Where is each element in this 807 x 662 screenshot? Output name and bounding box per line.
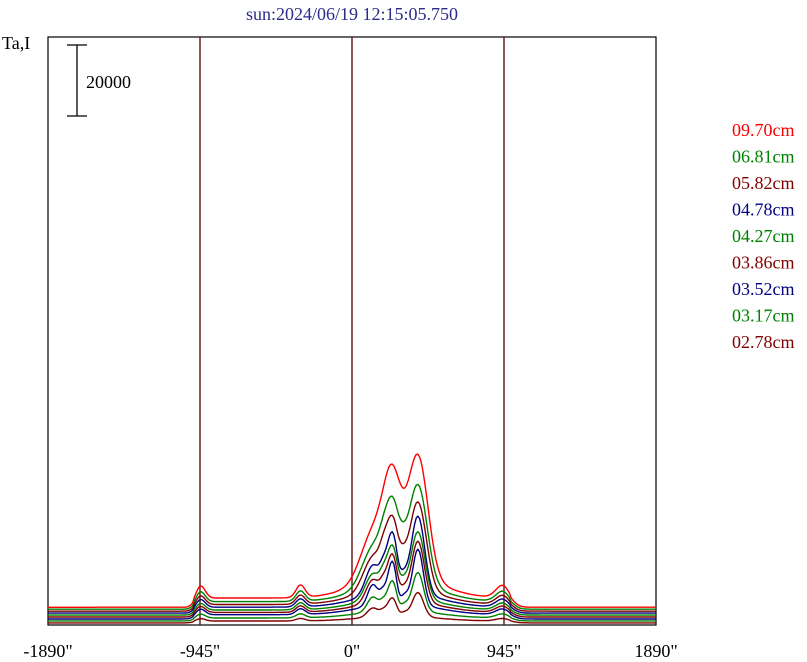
series-group — [48, 453, 656, 624]
x-tick-label: -945" — [180, 641, 220, 661]
x-tick-label: 0" — [344, 641, 360, 661]
x-tick-label: 1890" — [634, 641, 677, 661]
series-line — [48, 453, 656, 608]
legend-entry: 03.52cm — [732, 279, 795, 299]
series-line — [48, 531, 656, 616]
legend-entry: 02.78cm — [732, 332, 795, 352]
x-tick-label: 945" — [487, 641, 521, 661]
x-tick-label: -1890" — [23, 641, 72, 661]
legend: 09.70cm 06.81cm 05.82cm 04.78cm 04.27cm 03.86… — [732, 120, 795, 352]
series-line — [48, 571, 656, 622]
x-axis-ticks: -1890" -945" 0" 945" 1890" — [23, 641, 677, 661]
reference-lines — [199, 37, 505, 625]
series-line — [48, 515, 656, 614]
scale-bar-label: 20000 — [86, 72, 131, 92]
series-line — [48, 540, 656, 618]
legend-entry: 06.81cm — [732, 147, 795, 167]
legend-entry: 04.27cm — [732, 226, 795, 246]
legend-entry: 03.86cm — [732, 253, 795, 273]
legend-entry: 04.78cm — [732, 200, 795, 220]
series-line — [48, 591, 656, 624]
series-line — [48, 548, 656, 620]
series-line — [48, 483, 656, 610]
legend-entry: 03.17cm — [732, 306, 795, 326]
y-axis-label: Ta,I — [2, 33, 30, 53]
legend-entry: 09.70cm — [732, 120, 795, 140]
scale-bar: 20000 — [67, 44, 131, 117]
series-line — [48, 501, 656, 612]
chart-title: sun:2024/06/19 12:15:05.750 — [246, 4, 458, 24]
legend-entry: 05.82cm — [732, 173, 795, 193]
